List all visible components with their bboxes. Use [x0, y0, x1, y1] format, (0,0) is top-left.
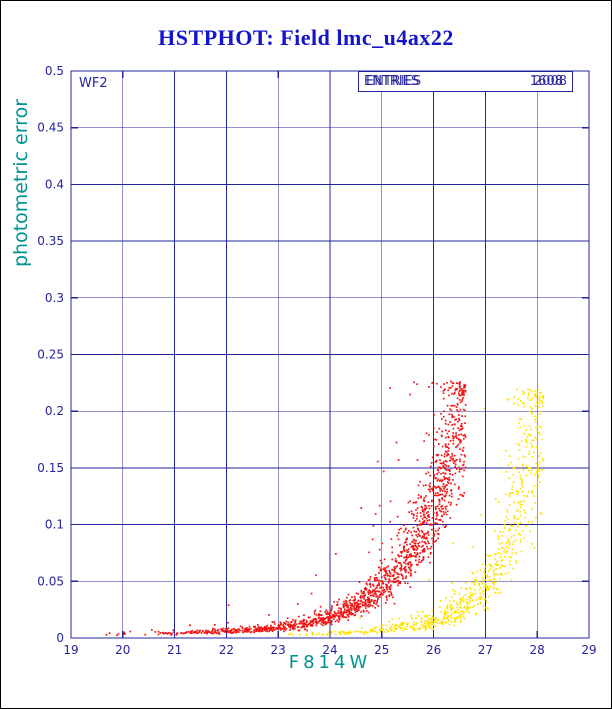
entries-label-ghost: ENTRIES	[366, 74, 422, 89]
svg-text:25: 25	[374, 643, 389, 657]
detector-label: WF2	[79, 76, 108, 91]
y-axis-label: photometric error	[10, 98, 32, 268]
svg-text:21: 21	[167, 643, 182, 657]
entries-count-2: 2008	[533, 74, 567, 89]
svg-text:0.3: 0.3	[45, 291, 64, 305]
svg-text:0.4: 0.4	[45, 177, 64, 191]
svg-text:19: 19	[63, 643, 78, 657]
entries-box: ENTRIES ENTRIES 1608 2008	[358, 71, 573, 92]
svg-text:23: 23	[271, 643, 286, 657]
svg-text:27: 27	[478, 643, 493, 657]
svg-text:22: 22	[219, 643, 234, 657]
svg-text:20: 20	[115, 643, 130, 657]
primary-detections-red	[105, 380, 467, 637]
tick-labels: 19 20 21 22 23 24 25 26 27 28 29 0 0.05 0.1 0.15 0.2 0.2…	[37, 64, 596, 657]
svg-text:0.5: 0.5	[45, 64, 64, 78]
svg-text:26: 26	[426, 643, 441, 657]
svg-text:0.45: 0.45	[37, 121, 64, 135]
secondary-detections-yellow	[288, 388, 545, 637]
entries-label: ENTRIES	[364, 74, 420, 89]
svg-text:0.15: 0.15	[37, 461, 64, 475]
svg-text:0: 0	[56, 631, 64, 645]
grid-lines	[71, 71, 589, 638]
scatter-points	[105, 380, 545, 637]
svg-text:0.05: 0.05	[37, 574, 64, 588]
svg-text:0.1: 0.1	[45, 518, 64, 532]
entries-count-1: 1608	[529, 74, 563, 89]
svg-text:29: 29	[581, 643, 596, 657]
x-axis-label: F814W	[288, 652, 372, 673]
svg-text:0.25: 0.25	[37, 348, 64, 362]
tick-marks	[70, 70, 590, 639]
svg-text:0.2: 0.2	[45, 404, 64, 418]
svg-text:28: 28	[530, 643, 545, 657]
svg-text:24: 24	[322, 643, 337, 657]
page-title: HSTPHOT: Field lmc_u4ax22	[158, 25, 454, 50]
svg-text:0.35: 0.35	[37, 234, 64, 248]
